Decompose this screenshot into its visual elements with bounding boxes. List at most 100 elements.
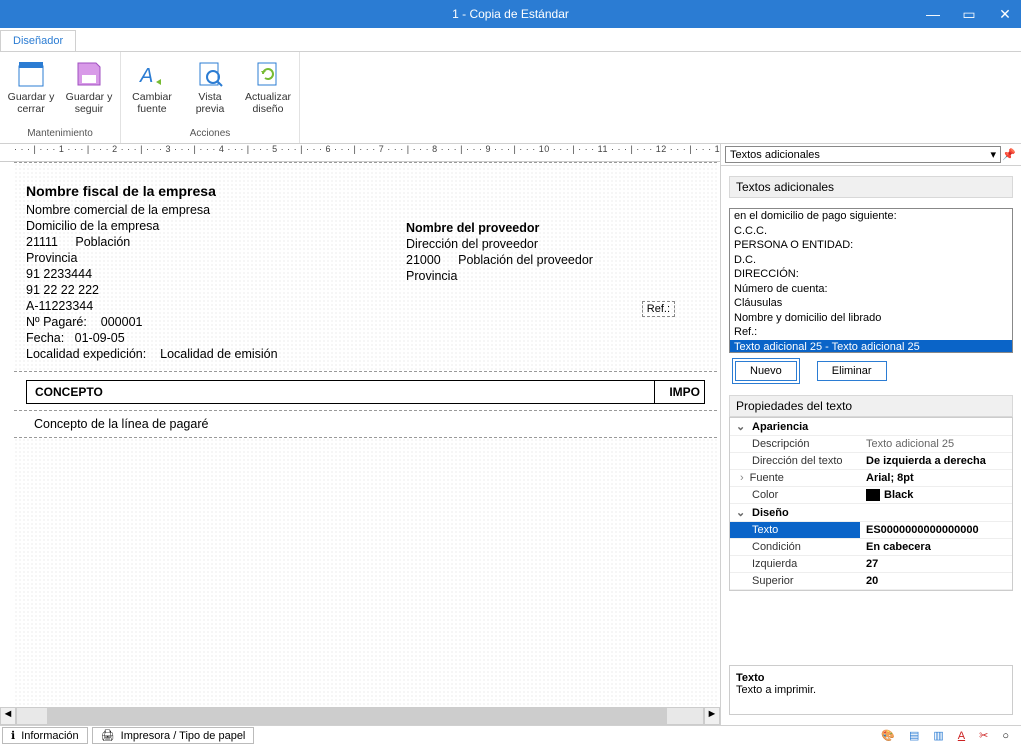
location-label: Localidad expedición: <box>26 347 146 361</box>
company-phone2: 91 22 22 222 <box>26 283 406 297</box>
tab-designer[interactable]: Diseñador <box>0 30 76 51</box>
list-item[interactable]: C.C.C. <box>730 224 1012 239</box>
additional-texts-list[interactable]: en el domicilio de pago siguiente: C.C.C… <box>729 208 1013 353</box>
prop-value[interactable]: 20 <box>860 573 1012 589</box>
chevron-down-icon: ▾ <box>990 148 996 161</box>
desc-body: Texto a imprimir. <box>736 684 1006 696</box>
printer-icon: 🖨 <box>101 729 115 742</box>
properties-header: Propiedades del texto <box>729 395 1013 417</box>
preview-button[interactable]: Vista previa <box>185 58 235 115</box>
info-icon: ℹ <box>11 729 15 742</box>
prop-key: Izquierda <box>730 556 860 572</box>
delete-button[interactable]: Eliminar <box>817 361 887 381</box>
desc-title: Texto <box>736 672 1006 684</box>
pin-icon[interactable]: 📌 <box>1001 148 1017 161</box>
list-item[interactable]: Nombre y domicilio del librado <box>730 311 1012 326</box>
list-item[interactable]: en el domicilio de pago siguiente: <box>730 209 1012 224</box>
ribbon: Guardar y cerrar Guardar y seguir Manten… <box>0 52 1021 144</box>
save-continue-button[interactable]: Guardar y seguir <box>64 58 114 115</box>
palette-icon[interactable]: 🎨 <box>881 729 895 742</box>
report-canvas[interactable]: Nombre fiscal de la empresa Nombre comer… <box>14 162 717 707</box>
group-label-maintenance: Mantenimiento <box>6 126 114 141</box>
status-bar: ℹInformación 🖨Impresora / Tipo de papel … <box>0 725 1021 745</box>
page-icon[interactable]: ▤ <box>909 729 919 742</box>
chevron-down-icon: ⌄ <box>736 420 746 433</box>
underline-icon[interactable]: A <box>958 730 965 742</box>
company-commercial-name: Nombre comercial de la empresa <box>26 203 406 217</box>
prop-value[interactable]: 27 <box>860 556 1012 572</box>
prop-key: Descripción <box>730 436 860 452</box>
col-concept: CONCEPTO <box>27 381 654 403</box>
supplier-name: Nombre del proveedor <box>406 221 705 235</box>
detail-line-text: Concepto de la línea de pagaré <box>34 417 208 431</box>
supplier-province: Provincia <box>406 269 705 283</box>
save-icon <box>73 58 105 90</box>
group-label-actions: Acciones <box>127 126 293 141</box>
prop-key: Condición <box>730 539 860 555</box>
prop-key: Superior <box>730 573 860 589</box>
font-icon: A <box>136 58 168 90</box>
canvas-scroll[interactable]: Nombre fiscal de la empresa Nombre comer… <box>0 162 720 707</box>
supplier-zip: 21000 <box>406 253 441 267</box>
printer-button[interactable]: 🖨Impresora / Tipo de papel <box>92 727 255 744</box>
prop-value[interactable]: Black <box>860 487 1012 503</box>
company-address: Domicilio de la empresa <box>26 219 406 233</box>
window-controls: — ▭ ✕ <box>921 0 1017 28</box>
refresh-design-button[interactable]: Actualizar diseño <box>243 58 293 115</box>
list-item-selected[interactable]: Texto adicional 25 - Texto adicional 25 <box>730 340 1012 354</box>
workarea: · · · | · · · 1 · · · | · · · 2 · · · | … <box>0 144 1021 725</box>
preview-icon <box>194 58 226 90</box>
maximize-icon[interactable]: ▭ <box>957 6 981 23</box>
designer-surface: · · · | · · · 1 · · · | · · · 2 · · · | … <box>0 144 721 725</box>
company-zip: 21111 <box>26 235 58 249</box>
close-icon[interactable]: ✕ <box>993 6 1017 23</box>
save-close-button[interactable]: Guardar y cerrar <box>6 58 56 115</box>
ref-field[interactable]: Ref.: <box>642 301 675 317</box>
pagare-value: 000001 <box>101 315 143 329</box>
side-panel: Textos adicionales▾ 📌 Textos adicionales… <box>721 144 1021 725</box>
company-province: Provincia <box>26 251 406 265</box>
page-footer-section <box>14 438 717 707</box>
additional-texts-header: Textos adicionales <box>729 176 1013 198</box>
ribbon-group-maintenance: Guardar y cerrar Guardar y seguir Manten… <box>0 52 121 143</box>
property-description: Texto Texto a imprimir. <box>729 665 1013 715</box>
list-item[interactable]: PERSONA O ENTIDAD: <box>730 238 1012 253</box>
cut-icon[interactable]: ✂ <box>979 729 988 742</box>
prop-key: ›Fuente <box>730 470 860 486</box>
prop-key: Dirección del texto <box>730 453 860 469</box>
prop-group-appearance[interactable]: ⌄Apariencia <box>730 418 1012 436</box>
col-impo: IMPO <box>654 381 704 403</box>
prop-value[interactable]: Texto adicional 25 <box>860 436 1012 452</box>
supplier-address: Dirección del proveedor <box>406 237 705 251</box>
chevron-down-icon: ⌄ <box>736 506 746 519</box>
window-title: 1 - Copia de Estándar <box>452 7 569 21</box>
ribbon-tabstrip: Diseñador <box>0 28 1021 52</box>
prop-group-design[interactable]: ⌄Diseño <box>730 504 1012 522</box>
list-item[interactable]: Ref.: <box>730 325 1012 340</box>
list-item[interactable]: DIRECCIÓN: <box>730 267 1012 282</box>
change-font-button[interactable]: A Cambiar fuente <box>127 58 177 115</box>
info-button[interactable]: ℹInformación <box>2 727 88 744</box>
prop-value[interactable]: En cabecera <box>860 539 1012 555</box>
pagare-label: Nº Pagaré: <box>26 315 87 329</box>
prop-value[interactable]: Arial; 8pt <box>860 470 1012 486</box>
list-item[interactable]: Cláusulas <box>730 296 1012 311</box>
list-item[interactable]: Número de cuenta: <box>730 282 1012 297</box>
page2-icon[interactable]: ▥ <box>933 729 943 742</box>
table-header: CONCEPTO IMPO <box>26 380 705 404</box>
new-button[interactable]: Nuevo <box>735 361 797 381</box>
date-value: 01-09-05 <box>75 331 125 345</box>
minimize-icon[interactable]: — <box>921 6 945 22</box>
panel-selector-dropdown[interactable]: Textos adicionales▾ <box>725 146 1001 163</box>
horizontal-scrollbar[interactable]: ◄ ► <box>0 707 720 725</box>
list-item[interactable]: D.C. <box>730 253 1012 268</box>
horizontal-ruler: · · · | · · · 1 · · · | · · · 2 · · · | … <box>0 144 720 162</box>
chevron-right-icon[interactable]: › <box>740 472 744 484</box>
prop-value[interactable]: ES0000000000000000 <box>860 522 1012 538</box>
company-phone1: 91 2233444 <box>26 267 406 281</box>
property-grid[interactable]: ⌄Apariencia DescripciónTexto adicional 2… <box>729 417 1013 591</box>
prop-value[interactable]: De izquierda a derecha <box>860 453 1012 469</box>
date-label: Fecha: <box>26 331 64 345</box>
circle-icon[interactable]: ○ <box>1002 730 1009 742</box>
location-value: Localidad de emisión <box>160 347 277 361</box>
